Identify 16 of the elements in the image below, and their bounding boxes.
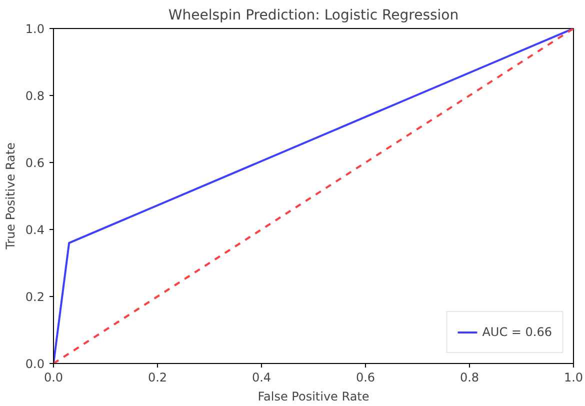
x-axis-title: False Positive Rate [258, 390, 370, 404]
x-tick-label: 0.0 [44, 370, 64, 384]
y-tick-label: 0.8 [25, 89, 45, 103]
x-tick-label: 0.2 [148, 370, 168, 384]
y-axis-title: True Positive Rate [3, 142, 18, 250]
y-tick-label: 1.0 [25, 22, 45, 36]
x-tick-label: 0.6 [356, 370, 376, 384]
y-tick-label: 0.2 [25, 290, 45, 304]
legend-label: AUC = 0.66 [482, 325, 552, 339]
x-tick-label: 1.0 [564, 370, 584, 384]
chart-title: Wheelspin Prediction: Logistic Regression [168, 8, 459, 24]
x-tick-label: 0.4 [252, 370, 272, 384]
y-tick-label: 0.0 [25, 357, 45, 371]
y-tick-label: 0.4 [25, 223, 45, 237]
y-tick-label: 0.6 [25, 156, 45, 170]
x-tick-label: 0.8 [460, 370, 480, 384]
